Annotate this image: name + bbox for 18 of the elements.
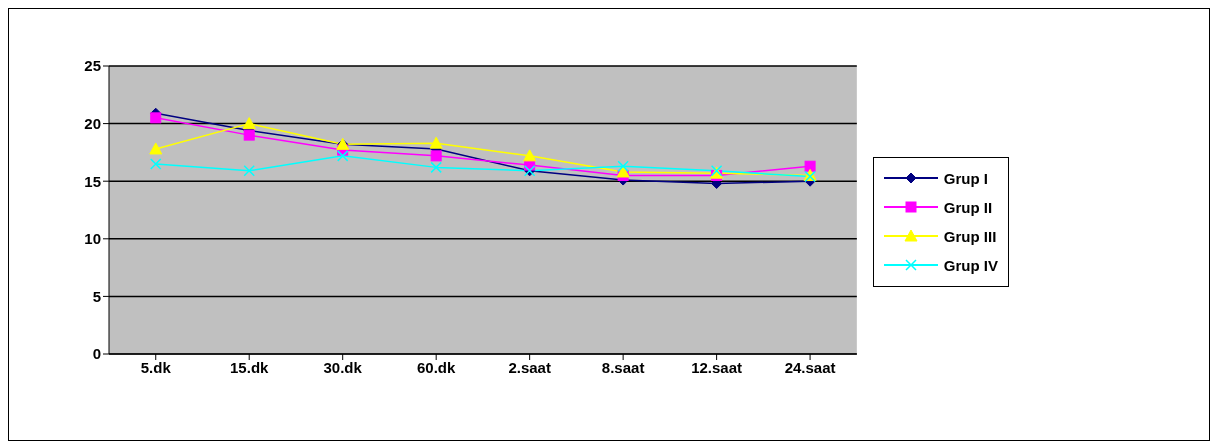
legend-label: Grup II [943, 198, 993, 216]
x-tick-label: 8.saat [601, 358, 645, 376]
y-tick-label: 15 [84, 172, 101, 190]
y-tick-label: 10 [84, 230, 101, 248]
legend-label: Grup IV [943, 256, 998, 274]
x-tick-label: 5.dk [140, 358, 172, 376]
legend-label: Grup I [943, 169, 988, 187]
x-tick-label: 60.dk [417, 358, 457, 376]
y-tick-label: 5 [92, 287, 101, 305]
y-tick-label: 20 [84, 114, 101, 132]
legend-label: Grup III [943, 227, 997, 245]
y-tick-label: 25 [84, 57, 101, 75]
x-tick-label: 12.saat [691, 358, 743, 376]
x-tick-label: 2.saat [508, 358, 551, 376]
y-tick-label: 0 [92, 345, 101, 363]
x-tick-label: 15.dk [230, 358, 270, 376]
x-tick-label: 24.saat [784, 358, 836, 376]
x-tick-label: 30.dk [323, 358, 363, 376]
